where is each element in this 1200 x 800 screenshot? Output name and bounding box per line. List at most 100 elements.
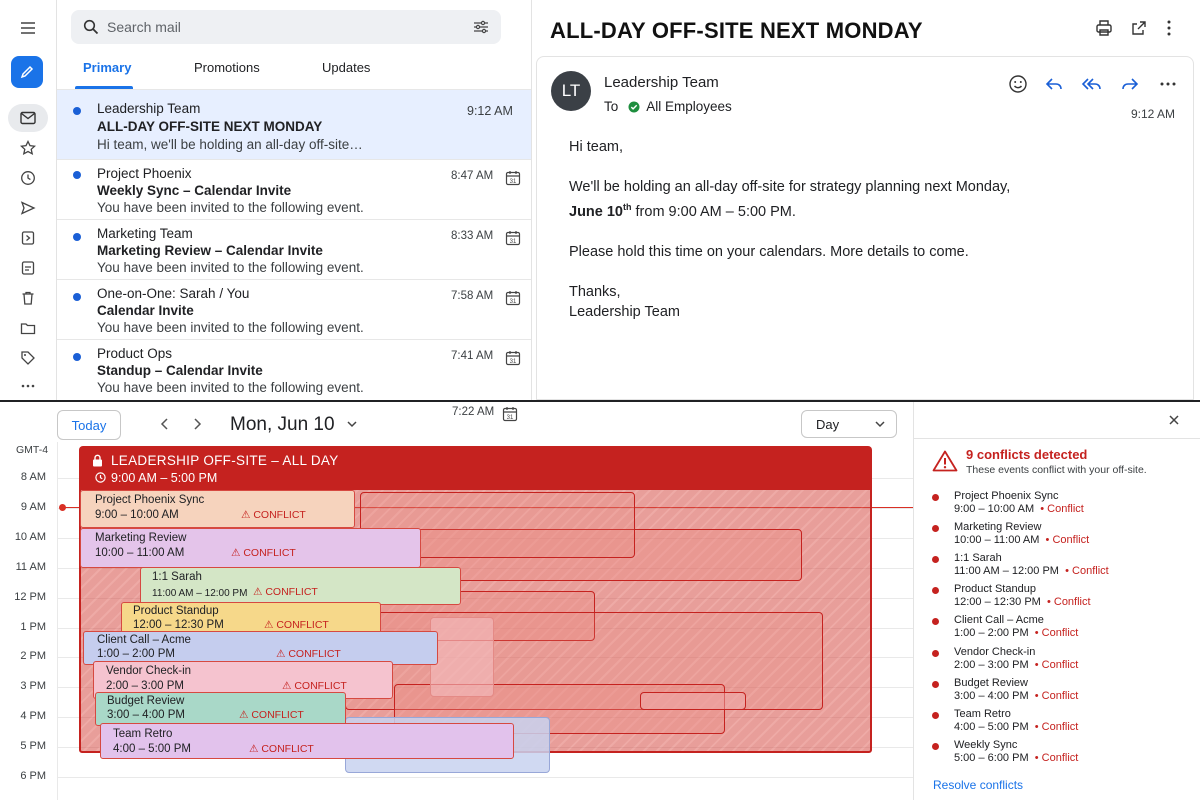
- calendar-icon: 31: [502, 406, 518, 422]
- conflict-label: Conflict: [1041, 627, 1079, 640]
- chevron-right-icon[interactable]: [190, 416, 204, 432]
- tab-primary[interactable]: Primary: [83, 60, 132, 75]
- event-client-call-acme[interactable]: Client Call – Acme 1:00 – 2:00 PM ⚠ CONF…: [83, 631, 438, 665]
- view-select[interactable]: Day: [801, 410, 897, 438]
- email-row-sarah[interactable]: One-on-One: Sarah / You Calendar Invite …: [57, 279, 531, 339]
- chevron-left-icon[interactable]: [158, 416, 172, 432]
- more-options-icon[interactable]: [1167, 20, 1171, 36]
- body-signature: Leadership Team: [569, 303, 680, 320]
- event-marketing-review[interactable]: Marketing Review 10:00 – 11:00 AM ⚠ CONF…: [80, 528, 421, 568]
- offsite-header[interactable]: LEADERSHIP OFF-SITE – ALL DAY 9:00 AM – …: [79, 446, 872, 490]
- hour-label: 10 AM: [14, 530, 46, 543]
- conflict-label: Conflict: [1041, 689, 1079, 702]
- conflict-item-name: Team Retro: [954, 707, 1011, 720]
- hour-label: 6 PM: [20, 770, 46, 782]
- event-1-1-sarah[interactable]: 1:1 Sarah 11:00 AM – 12:00 PM ⚠ CONFLICT: [140, 567, 461, 605]
- conflict-tag: ⚠ CONFLICT: [276, 648, 341, 660]
- conflict-bullet: [932, 494, 939, 501]
- email-row-phoenix[interactable]: Project Phoenix Weekly Sync – Calendar I…: [57, 159, 531, 219]
- event-product-standup[interactable]: Product Standup 12:00 – 12:30 PM ⚠ CONFL…: [121, 602, 381, 636]
- resolve-conflicts-link[interactable]: Resolve conflicts: [933, 778, 1024, 792]
- tab-promotions[interactable]: Promotions: [194, 60, 260, 75]
- svg-text:31: 31: [510, 359, 517, 365]
- email-row-product-ops[interactable]: Product Ops Standup – Calendar Invite Yo…: [57, 339, 531, 400]
- today-button[interactable]: Today: [57, 410, 121, 440]
- tab-updates[interactable]: Updates: [322, 60, 371, 75]
- message-body: Hi team, We'll be holding an all-day off…: [569, 137, 1010, 322]
- calendar-day-view: Today Mon, Jun 10 Day GMT-4 LEADERSHIP O…: [0, 402, 913, 800]
- folder-icon[interactable]: [16, 316, 40, 340]
- current-date[interactable]: Mon, Jun 10: [230, 414, 335, 435]
- event-time: 2:00 – 3:00 PM: [106, 680, 184, 692]
- event-budget-review[interactable]: Budget Review 3:00 – 4:00 PM ⚠ CONFLICT: [95, 692, 346, 726]
- event-project-phoenix-sync[interactable]: Project Phoenix Sync 9:00 – 10:00 AM ⚠ C…: [80, 490, 355, 528]
- hour-label: 1 PM: [20, 620, 46, 633]
- conflict-item-name: Weekly Sync: [954, 738, 1018, 751]
- email-row-leadership[interactable]: Leadership Team ALL-DAY OFF-SITE NEXT MO…: [57, 89, 531, 159]
- close-icon[interactable]: [1168, 414, 1180, 426]
- event-time: 11:00 AM – 12:00 PM: [152, 588, 248, 599]
- filter-icon[interactable]: [473, 19, 489, 35]
- drafts-icon[interactable]: [16, 256, 40, 280]
- label-icon[interactable]: [16, 346, 40, 370]
- search-input[interactable]: [107, 19, 447, 35]
- star-icon[interactable]: [16, 136, 40, 160]
- warning-icon: [932, 450, 958, 472]
- hour-label: 5 PM: [20, 740, 46, 753]
- event-team-retro[interactable]: Team Retro 4:00 – 5:00 PM ⚠ CONFLICT: [100, 723, 514, 759]
- lock-icon: [92, 454, 103, 467]
- send-icon[interactable]: [16, 196, 40, 220]
- hour-label: 12 PM: [14, 590, 46, 603]
- reply-all-icon[interactable]: [1081, 73, 1103, 95]
- conflict-tag: ⚠ CONFLICT: [249, 743, 314, 755]
- conflict-outline: [430, 617, 494, 697]
- panel-divider: [914, 438, 1200, 439]
- document-icon[interactable]: [16, 226, 40, 250]
- conflict-item-name: Marketing Review: [954, 521, 1042, 534]
- print-icon[interactable]: [1095, 19, 1113, 37]
- compose-button[interactable]: [11, 56, 43, 88]
- more-actions-icon[interactable]: [1157, 73, 1179, 95]
- conflict-item-name: Project Phoenix Sync: [954, 490, 1059, 502]
- email-row-marketing[interactable]: Marketing Team Marketing Review – Calend…: [57, 219, 531, 279]
- email-sender: Leadership Team: [97, 101, 201, 116]
- email-sender: One-on-One: Sarah / You: [97, 286, 250, 301]
- more-icon[interactable]: [16, 374, 40, 398]
- chevron-down-icon[interactable]: [346, 420, 358, 428]
- conflict-label: Conflict: [1072, 565, 1109, 578]
- menu-icon[interactable]: [16, 16, 40, 40]
- unread-dot: [73, 107, 81, 115]
- body-paragraph-1: We'll be holding an all-day off-site for…: [569, 179, 1011, 220]
- email-subject: Weekly Sync – Calendar Invite: [97, 183, 292, 198]
- hour-label: 8 AM: [20, 471, 46, 483]
- svg-text:31: 31: [510, 239, 517, 245]
- current-time-dot: [59, 504, 66, 511]
- calendar-icon: 31: [505, 350, 521, 366]
- emoji-react-icon[interactable]: [1007, 73, 1029, 95]
- sender-name[interactable]: Leadership Team: [604, 74, 719, 91]
- conflict-item-name: Budget Review: [954, 676, 1028, 689]
- forward-icon[interactable]: [1119, 73, 1141, 95]
- hour-label: 11 AM: [15, 560, 46, 573]
- trash-icon[interactable]: [16, 286, 40, 310]
- recipient[interactable]: All Employees: [646, 99, 732, 114]
- hour-label: 4 PM: [20, 710, 46, 723]
- event-time: 10:00 – 11:00 AM: [95, 547, 185, 559]
- conflict-item-time: 9:00 – 10:00 AM • Conflict: [954, 503, 1084, 515]
- message-time: 9:12 AM: [1131, 107, 1176, 121]
- conflict-tag: ⚠ CONFLICT: [239, 709, 304, 721]
- conflict-bullet: [932, 618, 939, 626]
- hour-label: 2 PM: [20, 650, 46, 663]
- search-bar[interactable]: [71, 10, 501, 44]
- inbox-icon[interactable]: [16, 106, 40, 130]
- search-icon[interactable]: [83, 19, 99, 35]
- conflict-label: Conflict: [1041, 720, 1079, 733]
- reply-icon[interactable]: [1043, 73, 1065, 95]
- conflict-item-time: 1:00 – 2:00 PM • Conflict: [954, 627, 1079, 640]
- email-time: 9:12 AM: [467, 104, 513, 118]
- message-list-pane: Primary Promotions Updates Leadership Te…: [56, 0, 532, 400]
- email-sender: Product Ops: [97, 346, 173, 361]
- email-subject: ALL-DAY OFF-SITE NEXT MONDAY: [97, 119, 323, 134]
- open-new-window-icon[interactable]: [1130, 19, 1148, 37]
- clock-icon[interactable]: [16, 166, 40, 190]
